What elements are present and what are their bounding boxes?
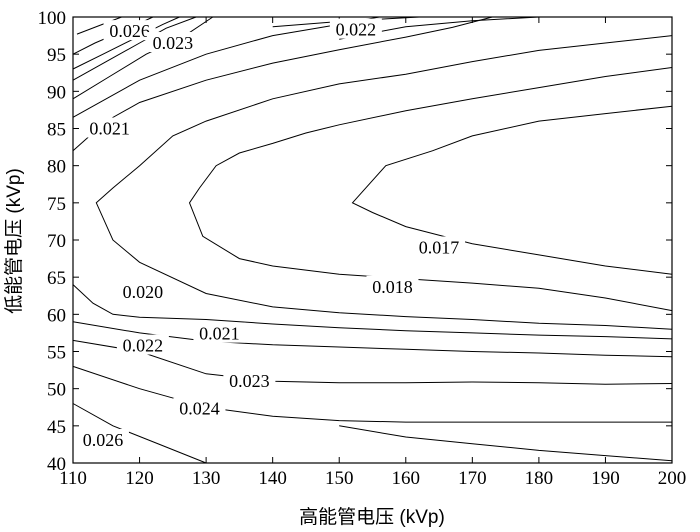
contour-line-5	[72, 16, 214, 100]
contour-label-bg-0	[103, 20, 156, 41]
x-axis-title: 高能管电压 (kVp)	[299, 506, 445, 528]
contour-line-15	[72, 339, 673, 385]
contour-lines	[72, 16, 673, 464]
y-tick-label-1: 45	[47, 417, 66, 438]
contour-line-1	[72, 403, 207, 464]
contour-line-0	[76, 16, 122, 35]
y-tick-label-8: 80	[47, 157, 66, 178]
x-tick-label-8: 190	[591, 468, 620, 489]
x-tick-label-5: 160	[392, 468, 421, 489]
contour-line-14	[72, 321, 673, 358]
contour-label-13: 0.021	[199, 324, 240, 344]
contour-line-11	[188, 67, 673, 312]
y-tick-label-10: 90	[47, 82, 66, 103]
contour-label-bg-12	[413, 236, 466, 257]
x-tick-label-3: 140	[258, 468, 287, 489]
contour-label-bg-16	[173, 397, 226, 418]
x-tick-label-6: 170	[458, 468, 487, 489]
contour-label-14: 0.022	[123, 336, 164, 356]
contour-line-12	[351, 105, 673, 275]
contour-label-bg-13	[193, 322, 246, 343]
contour-line-10	[95, 35, 673, 330]
contour-label-bg-11	[366, 275, 419, 296]
y-tick-label-11: 95	[47, 45, 66, 66]
contour-line-4	[72, 16, 197, 81]
x-tick-label-0: 110	[59, 468, 87, 489]
contour-label-bg-10	[116, 281, 169, 302]
y-tick-label-9: 85	[47, 120, 66, 141]
x-tick-label-1: 120	[125, 468, 154, 489]
x-tick-label-7: 180	[525, 468, 554, 489]
x-tick-label-9: 200	[658, 468, 687, 489]
contour-label-bg-5	[146, 32, 199, 53]
y-tick-label-4: 60	[47, 305, 66, 326]
y-tick-label-0: 40	[47, 454, 66, 475]
contour-label-bg-7	[83, 117, 136, 138]
contour-label-bg-6	[329, 18, 382, 39]
y-tick-label-6: 70	[47, 231, 66, 252]
y-axis-title: 低能管电压 (kVp)	[3, 168, 25, 314]
y-tick-label-2: 50	[47, 380, 66, 401]
contour-label-bg-14	[116, 334, 169, 355]
contour-label-15: 0.023	[229, 371, 270, 391]
y-tick-label-12: 100	[38, 8, 67, 29]
x-tick-label-4: 150	[325, 468, 354, 489]
y-tick-label-5: 65	[47, 268, 66, 289]
contour-label-10: 0.020	[123, 282, 164, 302]
x-tick-label-2: 130	[192, 468, 221, 489]
y-tick-label-3: 55	[47, 343, 66, 364]
contour-label-0: 0.026	[109, 21, 150, 41]
contour-label-1: 0.026	[83, 430, 124, 450]
contour-line-13	[72, 284, 673, 340]
axis-ticks: 110 120 130 140 150 160 170 180 190 200 40 45 50 55 60…	[38, 8, 687, 489]
contour-label-11: 0.018	[372, 277, 413, 297]
contour-label-7: 0.021	[89, 119, 130, 139]
y-tick-label-7: 75	[47, 194, 66, 215]
contour-label-5: 0.023	[153, 33, 194, 53]
contour-line-17	[339, 425, 673, 462]
contour-label-12: 0.017	[419, 237, 460, 257]
contour-line-7	[72, 16, 493, 152]
plot-frame	[72, 16, 673, 464]
contour-label-6: 0.022	[336, 20, 377, 40]
contour-label-bg-15	[223, 370, 276, 391]
contour-line-16	[72, 365, 672, 423]
contour-label-bg-1	[76, 428, 129, 449]
contour-label-16: 0.024	[179, 399, 220, 419]
